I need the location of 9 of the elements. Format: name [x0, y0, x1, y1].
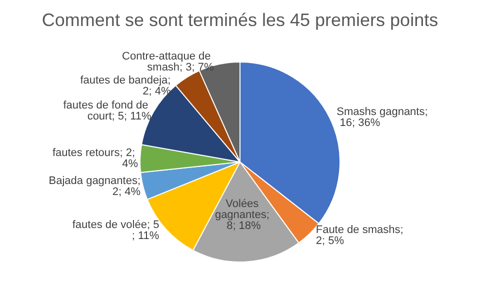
chart-title: Comment se sont terminés les 45 premiers points: [42, 10, 438, 30]
slice-label: Smashs gagnants; 16; 36%: [336, 106, 428, 129]
slice-label: fautes de fond de court; 5; 11%: [63, 100, 152, 122]
slice-label: fautes de volée; 5; 11%: [72, 218, 160, 242]
slice-label: Bajada gagnantes; 2; 4%: [48, 175, 141, 198]
slice-label: Faute de smashs; 2; 5%: [316, 224, 406, 247]
slice-label: fautes de bandeja; 2; 4%: [80, 74, 171, 98]
slice-label: Volées gagnantes; 8; 18%: [214, 198, 272, 232]
slice-label: fautes retours; 2; 4%: [52, 146, 138, 170]
